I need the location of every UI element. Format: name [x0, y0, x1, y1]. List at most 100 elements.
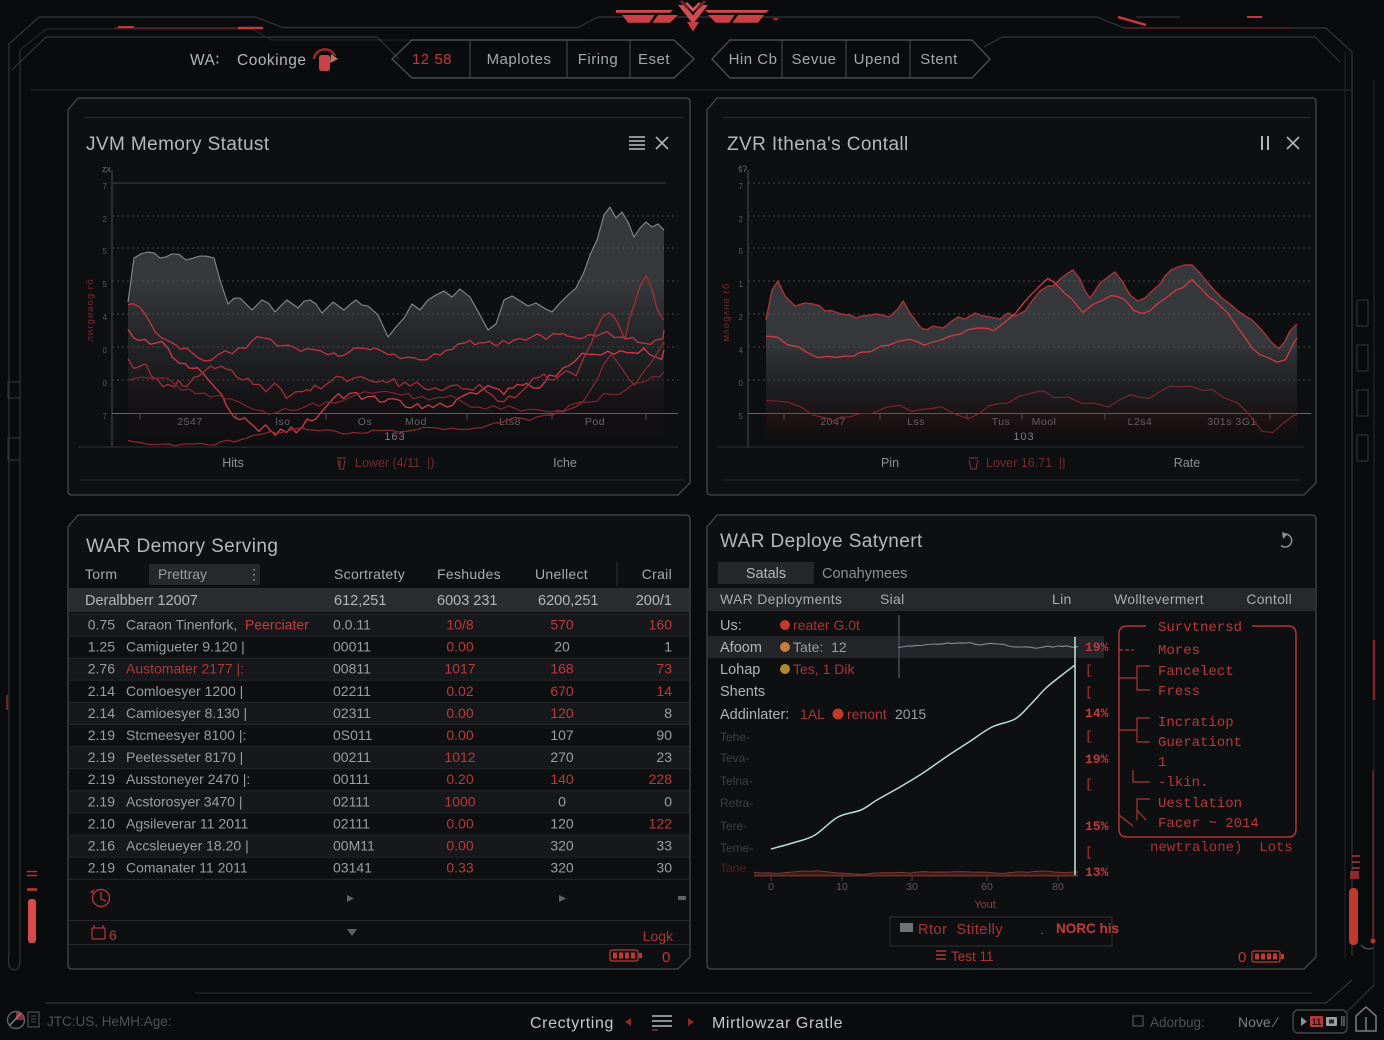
svg-text:1000: 1000	[444, 793, 475, 809]
svg-text:120: 120	[550, 815, 574, 831]
svg-text:Camigueter 9.120 |: Camigueter 9.120 |	[126, 639, 245, 655]
svg-text:ȥx: ȥx	[102, 164, 112, 174]
svg-text:.: .	[1040, 922, 1045, 938]
svg-text:Shents: Shents	[720, 684, 765, 700]
svg-text:Test 11: Test 11	[951, 949, 994, 964]
svg-text:мʌоɡʌнə гб: мʌоɡʌнə гб	[721, 283, 732, 342]
svg-text:Fancelect: Fancelect	[1158, 664, 1234, 680]
svg-text:2.76: 2.76	[88, 661, 115, 677]
svg-text:1AL: 1AL	[800, 706, 825, 722]
svg-text:0: 0	[103, 346, 108, 355]
svg-text:0.00: 0.00	[446, 815, 473, 831]
svg-text:Lohap: Lohap	[720, 662, 760, 678]
svg-text:Deralbberr 12007: Deralbberr 12007	[85, 593, 198, 609]
svg-text:1012: 1012	[444, 749, 475, 765]
svg-text:2.16: 2.16	[88, 838, 115, 854]
svg-text:1: 1	[664, 639, 672, 655]
svg-text:0.00: 0.00	[446, 639, 473, 655]
svg-text:Sial: Sial	[880, 591, 905, 607]
svg-text:Lover 16.71 ||: Lover 16.71 ||	[986, 456, 1065, 470]
svg-text:60: 60	[981, 881, 993, 893]
svg-text:10/8: 10/8	[446, 617, 473, 633]
svg-text:5: 5	[103, 247, 108, 256]
svg-text:Nove ∕: Nove ∕	[1238, 1014, 1280, 1030]
svg-text:2.19: 2.19	[88, 793, 115, 809]
svg-text:Hin Cb: Hin Cb	[729, 51, 778, 68]
svg-text:Unellect: Unellect	[535, 566, 588, 582]
svg-text:Rate: Rate	[1174, 456, 1200, 470]
svg-text:Afoom: Afoom	[720, 640, 762, 656]
svg-text:10: 10	[836, 881, 848, 893]
svg-text:Stent: Stent	[920, 51, 958, 68]
svg-text:670: 670	[550, 683, 574, 699]
svg-text:NORC his: NORC his	[1056, 921, 1119, 936]
svg-text:Upend: Upend	[854, 51, 901, 68]
svg-text:20: 20	[554, 639, 570, 655]
svg-text:2.14: 2.14	[88, 705, 115, 721]
svg-text:2.19: 2.19	[88, 860, 115, 876]
svg-text:[: [	[1085, 685, 1093, 700]
svg-text:Accsleueyer 18.20 |: Accsleueyer 18.20 |	[126, 838, 249, 854]
svg-text:03141: 03141	[333, 860, 372, 876]
svg-text:0.0.11: 0.0.11	[333, 617, 371, 633]
svg-text:7: 7	[103, 182, 108, 191]
svg-text:2015: 2015	[895, 706, 926, 722]
svg-text:newtralone) Lots: newtralone) Lots	[1150, 840, 1293, 856]
svg-text:WA∶: WA∶	[190, 52, 220, 69]
svg-text:270: 270	[550, 749, 574, 765]
svg-text:Fress: Fress	[1158, 684, 1200, 700]
svg-text:Facer ~ 2014: Facer ~ 2014	[1158, 816, 1259, 832]
svg-text:JVM Memory Statust: JVM Memory Statust	[86, 134, 270, 155]
svg-text:1: 1	[1158, 755, 1166, 771]
svg-text:570: 570	[550, 617, 574, 633]
svg-text:Retra-: Retra-	[720, 796, 753, 810]
svg-text:320: 320	[550, 860, 574, 876]
svg-text:Hits: Hits	[222, 456, 244, 470]
svg-text:0.75: 0.75	[88, 617, 115, 633]
svg-text:Caraon Tinenfork,: Caraon Tinenfork,	[126, 617, 237, 633]
svg-text:Austomater 2177 |:: Austomater 2177 |:	[126, 661, 244, 677]
svg-text:168: 168	[550, 661, 574, 677]
svg-text:Sevue: Sevue	[791, 51, 836, 68]
svg-text:Comloesyer 1200 |: Comloesyer 1200 |	[126, 683, 243, 699]
svg-text:90: 90	[656, 727, 672, 743]
svg-text:0: 0	[664, 793, 672, 809]
svg-text:0: 0	[662, 949, 670, 966]
svg-text:Survtnersd: Survtnersd	[1158, 620, 1242, 636]
svg-text:Tere-: Tere-	[720, 819, 747, 833]
svg-text:0.02: 0.02	[446, 683, 473, 699]
svg-text:122: 122	[649, 815, 673, 831]
svg-text:200/1: 200/1	[636, 593, 672, 609]
svg-text:Crail: Crail	[642, 566, 672, 582]
svg-text:Guerationt: Guerationt	[1158, 735, 1242, 751]
svg-text:-lkin.: -lkin.	[1158, 775, 1208, 791]
svg-text:[: [	[1085, 729, 1093, 744]
svg-text:‖: ‖	[1340, 1013, 1346, 1029]
svg-text:Teva-: Teva-	[720, 751, 749, 765]
svg-text:Camioesyer 8.130 |: Camioesyer 8.130 |	[126, 705, 247, 721]
svg-text:1: 1	[739, 280, 744, 289]
svg-text:Tate: 12: Tate: 12	[793, 639, 847, 655]
svg-text:160: 160	[649, 617, 673, 633]
svg-text:Uestlation: Uestlation	[1158, 796, 1242, 812]
svg-text:Peetesseter 8170 |: Peetesseter 8170 |	[126, 749, 243, 765]
svg-text:Addinlater:: Addinlater:	[720, 707, 789, 723]
svg-text:Incratiop: Incratiop	[1158, 715, 1234, 731]
svg-text:73: 73	[656, 661, 672, 677]
svg-text:Eset: Eset	[638, 51, 670, 68]
svg-text:[: [	[1085, 777, 1093, 792]
svg-text:Tane: Tane	[720, 861, 746, 875]
svg-text:2: 2	[739, 215, 744, 224]
svg-text:Telna-: Telna-	[720, 774, 753, 788]
svg-text:Lin: Lin	[1052, 591, 1072, 607]
svg-text:7: 7	[739, 182, 744, 191]
svg-text:Logk: Logk	[643, 928, 674, 944]
svg-text:Torm: Torm	[85, 566, 117, 582]
svg-text:30: 30	[656, 860, 672, 876]
svg-text:Yout: Yout	[974, 899, 996, 911]
svg-text:6: 6	[109, 927, 117, 943]
svg-text:02311: 02311	[333, 705, 371, 721]
svg-text:8: 8	[664, 705, 672, 721]
svg-text:14%: 14%	[1085, 706, 1109, 721]
svg-text:Agsileverar 11 2011: Agsileverar 11 2011	[126, 815, 249, 831]
